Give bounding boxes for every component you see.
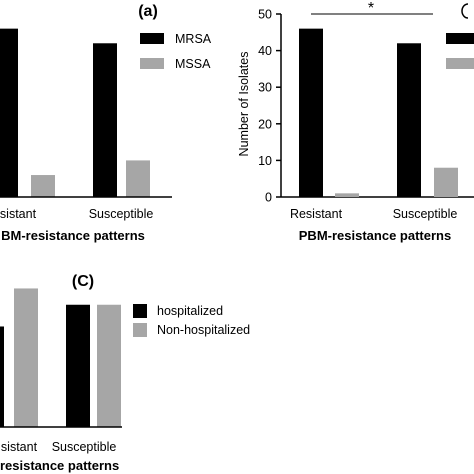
bar-c-non-hospitalized-resistant [14,288,38,427]
bar-c-hospitalized-susceptible [66,304,90,427]
y-tick-label-b-0: 0 [265,191,272,205]
tick-label-c-susceptible: Susceptible [52,440,117,454]
legend-label-a-mrsa: MRSA [175,32,212,46]
y-tick-label-b-40: 40 [258,44,272,58]
tick-label-c-resistant: sistant [1,440,38,454]
legend-c: hospitalized Non-hospitalized [133,304,250,337]
y-tick-label-b-20: 20 [258,117,272,131]
significance-mark: * [368,0,374,17]
bars-a [0,28,150,197]
bar-c-hospitalized-resistant [0,326,4,427]
bar-c-non-hospitalized-susceptible [97,304,121,427]
bars-c [0,288,121,427]
bar-a-mrsa-resistant [0,28,18,197]
bar-a-mssa-resistant [31,175,55,197]
legend-swatch-c-non-hospitalized [133,323,147,337]
legend-swatch-b-1 [446,33,474,44]
tick-label-b-susceptible: Susceptible [393,207,458,221]
bar-b-series2-susceptible [434,167,458,197]
legend-a: MRSA MSSA [140,32,212,71]
legend-swatch-a-mssa [140,58,164,69]
x-axis-title-c: M-resistance patterns [0,458,119,473]
bar-a-mrsa-susceptible [93,43,117,197]
x-axis-title-a: BM-resistance patterns [1,228,145,243]
tick-label-a-susceptible: Susceptible [89,207,154,221]
tick-label-b-resistant: Resistant [290,207,343,221]
y-tick-label-b-50: 50 [258,8,272,22]
y-tick-label-b-10: 10 [258,154,272,168]
panel-label-b-partial [461,3,469,19]
tick-label-a-resistant: Resistant [0,207,37,221]
panel-label-a: (a) [138,3,158,20]
panel-label-c: (C) [72,273,94,290]
legend-label-c-hospitalized: hospitalized [157,304,223,318]
bar-b-series1-resistant [299,28,323,197]
bars-b [299,28,458,197]
chart-panel-b: Number of Isolates 0 10 20 30 40 50 * Resista… [237,0,474,243]
legend-swatch-b-2 [446,58,474,69]
bar-b-series2-resistant [335,193,359,197]
y-axis-title-b: Number of Isolates [237,52,251,157]
legend-swatch-a-mrsa [140,33,164,44]
chart-panel-c: (C) sistant Susceptible M-resistance pat… [0,273,250,473]
bar-b-series1-susceptible [397,43,421,197]
y-tick-label-b-30: 30 [258,81,272,95]
x-axis-title-b: PBM-resistance patterns [299,228,451,243]
legend-label-a-mssa: MSSA [175,57,211,71]
legend-swatch-c-hospitalized [133,304,147,318]
y-ticks-b: 0 10 20 30 40 50 [258,8,281,205]
bar-a-mssa-susceptible [126,160,150,197]
legend-label-c-non-hospitalized: Non-hospitalized [157,323,250,337]
chart-panel-a: (a) Resistant Susceptible BM-resistance … [0,3,212,243]
